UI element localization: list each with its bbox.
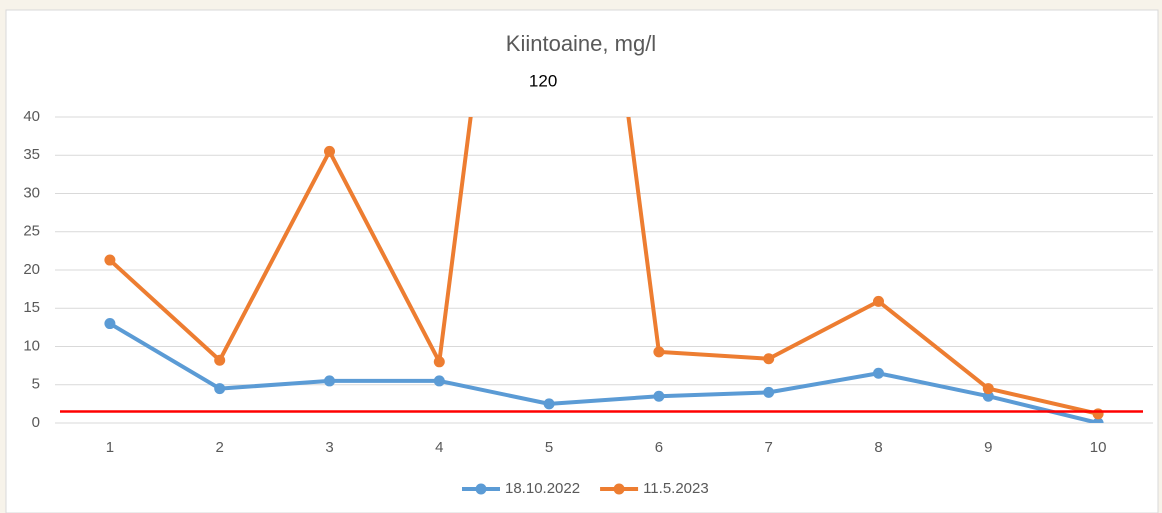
x-tick-label: 3 <box>325 439 333 456</box>
data-point <box>763 386 775 398</box>
x-tick-label: 10 <box>1090 439 1107 456</box>
data-point <box>873 367 884 379</box>
y-tick-label: 30 <box>23 184 40 201</box>
data-point <box>104 318 116 330</box>
data-point <box>214 354 226 366</box>
data-point <box>214 383 226 395</box>
data-point <box>1092 408 1104 420</box>
series-line <box>108 117 1099 416</box>
plot-area <box>104 117 1104 423</box>
legend-label: 11.5.2023 <box>643 480 709 497</box>
data-point <box>873 295 884 307</box>
data-point <box>433 356 445 368</box>
x-tick-label: 1 <box>106 439 114 456</box>
y-tick-label: 15 <box>23 299 40 316</box>
y-tick-label: 40 <box>23 108 40 125</box>
legend-marker <box>613 483 625 495</box>
x-tick-label: 2 <box>216 439 224 456</box>
chart-panel <box>5 9 1159 513</box>
data-point <box>433 375 445 387</box>
y-tick-label: 35 <box>23 146 40 163</box>
legend-label: 18.10.2022 <box>505 480 580 497</box>
data-point <box>763 353 775 365</box>
chart-title: Kiintoaine, mg/l <box>506 31 656 56</box>
x-tick-label: 5 <box>545 439 553 456</box>
data-point <box>1092 417 1104 423</box>
data-point <box>104 254 116 266</box>
series-line <box>108 321 1099 423</box>
y-tick-label: 5 <box>32 376 40 393</box>
data-point <box>982 390 994 402</box>
data-point <box>543 398 555 410</box>
data-point <box>653 390 665 402</box>
x-tick-label: 9 <box>984 439 992 456</box>
y-tick-label: 0 <box>32 414 40 431</box>
y-tick-label: 10 <box>23 337 40 354</box>
x-tick-label: 7 <box>765 439 773 456</box>
data-point <box>653 346 665 358</box>
data-point <box>324 145 335 157</box>
x-tick-label: 4 <box>435 439 443 456</box>
data-label: 120 <box>529 71 557 90</box>
x-tick-label: 8 <box>874 439 882 456</box>
y-tick-label: 20 <box>23 261 40 278</box>
data-point <box>982 383 994 395</box>
x-tick-label: 6 <box>655 439 663 456</box>
data-point <box>324 375 335 387</box>
y-tick-label: 25 <box>23 223 40 240</box>
legend-marker <box>475 483 487 495</box>
